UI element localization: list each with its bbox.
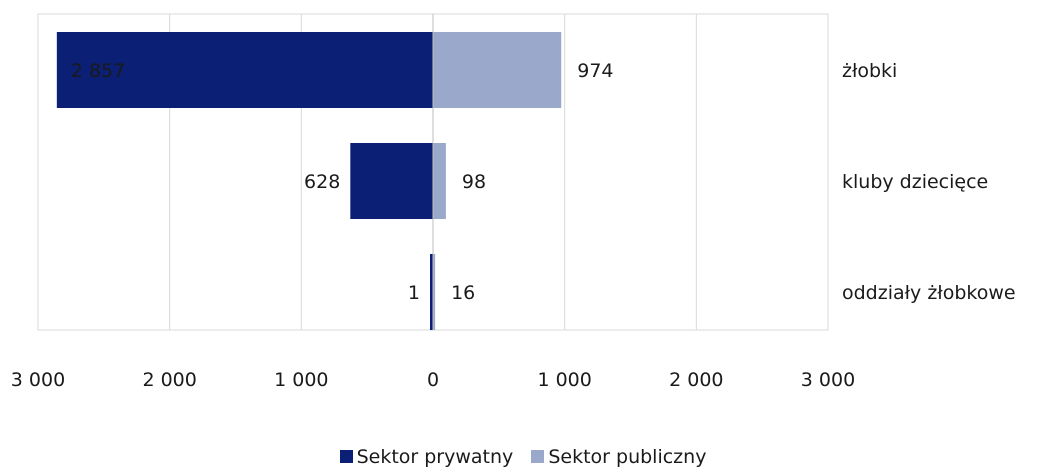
bar-public <box>433 143 446 219</box>
legend-label-private: Sektor prywatny <box>356 446 514 468</box>
x-tick-label: 3 000 <box>11 369 65 391</box>
category-label: oddziały żłobkowe <box>842 282 1016 304</box>
data-label-public: 98 <box>462 171 486 193</box>
data-label-private: 1 <box>408 282 420 304</box>
bar-public <box>433 254 436 330</box>
legend-label-public: Sektor publiczny <box>548 446 707 468</box>
data-label-private: 628 <box>304 171 340 193</box>
legend-swatch-public <box>531 450 545 463</box>
data-label-public: 16 <box>451 282 475 304</box>
x-tick-label: 2 000 <box>142 369 196 391</box>
x-tick-label: 3 000 <box>801 369 855 391</box>
x-tick-label: 2 000 <box>669 369 723 391</box>
data-label-private: 2 857 <box>71 60 125 82</box>
legend-swatch-private <box>339 450 353 463</box>
legend: Sektor prywatny Sektor publiczny <box>0 446 1046 468</box>
bar-private <box>350 143 433 219</box>
category-label: kluby dziecięce <box>842 171 988 193</box>
legend-item-private: Sektor prywatny <box>339 446 514 468</box>
x-tick-label: 0 <box>427 369 439 391</box>
bar-private <box>430 254 433 330</box>
legend-item-public: Sektor publiczny <box>531 446 706 468</box>
bar-private <box>56 32 433 108</box>
x-tick-label: 1 000 <box>274 369 328 391</box>
data-label-public: 974 <box>577 60 613 82</box>
category-label: żłobki <box>842 60 897 82</box>
bar-public <box>433 32 562 108</box>
x-tick-label: 1 000 <box>537 369 591 391</box>
